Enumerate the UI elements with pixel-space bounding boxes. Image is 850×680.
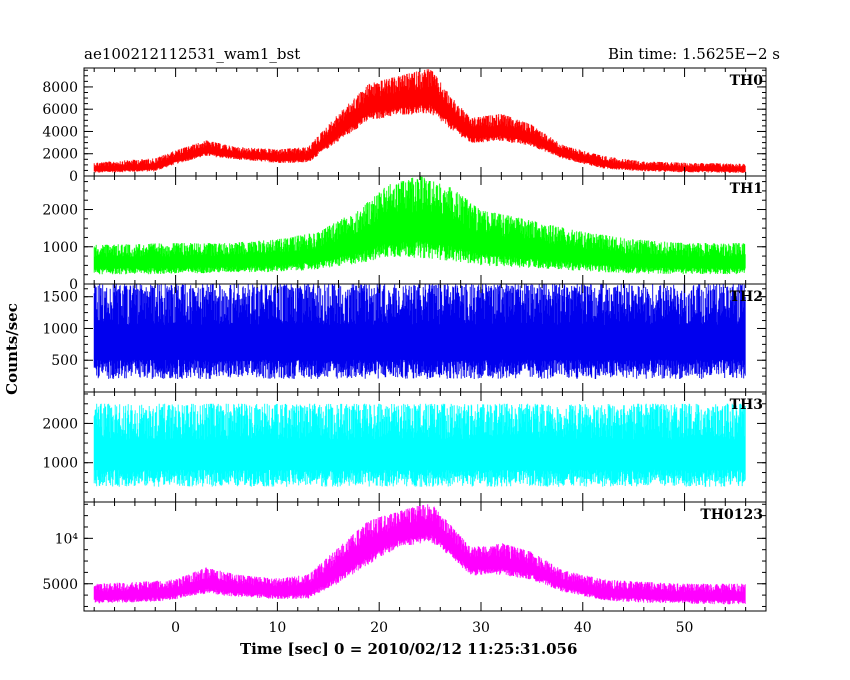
- series-trace-th3: [93, 403, 746, 487]
- panel-label-th2: TH2: [730, 289, 763, 305]
- y-tick-label: 2000: [42, 416, 78, 432]
- y-tick-label: 10⁴: [55, 531, 79, 547]
- panel-label-th1: TH1: [730, 181, 763, 197]
- y-tick-label: 2000: [42, 203, 78, 219]
- y-tick-label: 6000: [42, 102, 78, 118]
- y-tick-label: 0: [69, 277, 78, 293]
- y-tick-label: 0: [69, 169, 78, 185]
- panel-label-th3: TH3: [730, 397, 763, 413]
- y-tick-label: 1000: [42, 240, 78, 256]
- y-tick-label: 4000: [42, 124, 78, 140]
- x-tick-label: 20: [370, 620, 388, 636]
- series-trace-th0: [93, 69, 746, 173]
- x-tick-label: 40: [574, 620, 592, 636]
- plot-title: ae100212112531_wam1_bst: [84, 45, 301, 63]
- panel-label-th0123: TH0123: [700, 507, 763, 523]
- x-tick-label: 50: [676, 620, 694, 636]
- x-tick-label: 10: [268, 620, 286, 636]
- y-axis-label: Counts/sec: [3, 303, 21, 395]
- y-tick-label: 2000: [42, 147, 78, 163]
- y-tick-label: 5000: [42, 577, 78, 593]
- y-tick-label: 1500: [42, 290, 78, 306]
- series-trace-th2: [93, 284, 746, 379]
- y-tick-label: 8000: [42, 80, 78, 96]
- y-tick-label: 500: [51, 353, 78, 369]
- series-trace-th0123: [93, 504, 746, 605]
- panel-frame-th0123: [83, 501, 767, 612]
- x-tick-label: 30: [472, 620, 490, 636]
- y-tick-label: 1000: [42, 321, 78, 337]
- y-tick-label: 1000: [42, 456, 78, 472]
- panel-label-th0: TH0: [730, 73, 764, 89]
- x-axis-label: Time [sec] 0 = 2010/02/12 11:25:31.056: [240, 640, 578, 658]
- x-tick-label: 0: [171, 620, 180, 636]
- series-trace-th1: [93, 176, 746, 275]
- bin-time-label: Bin time: 1.5625E−2 s: [607, 45, 780, 63]
